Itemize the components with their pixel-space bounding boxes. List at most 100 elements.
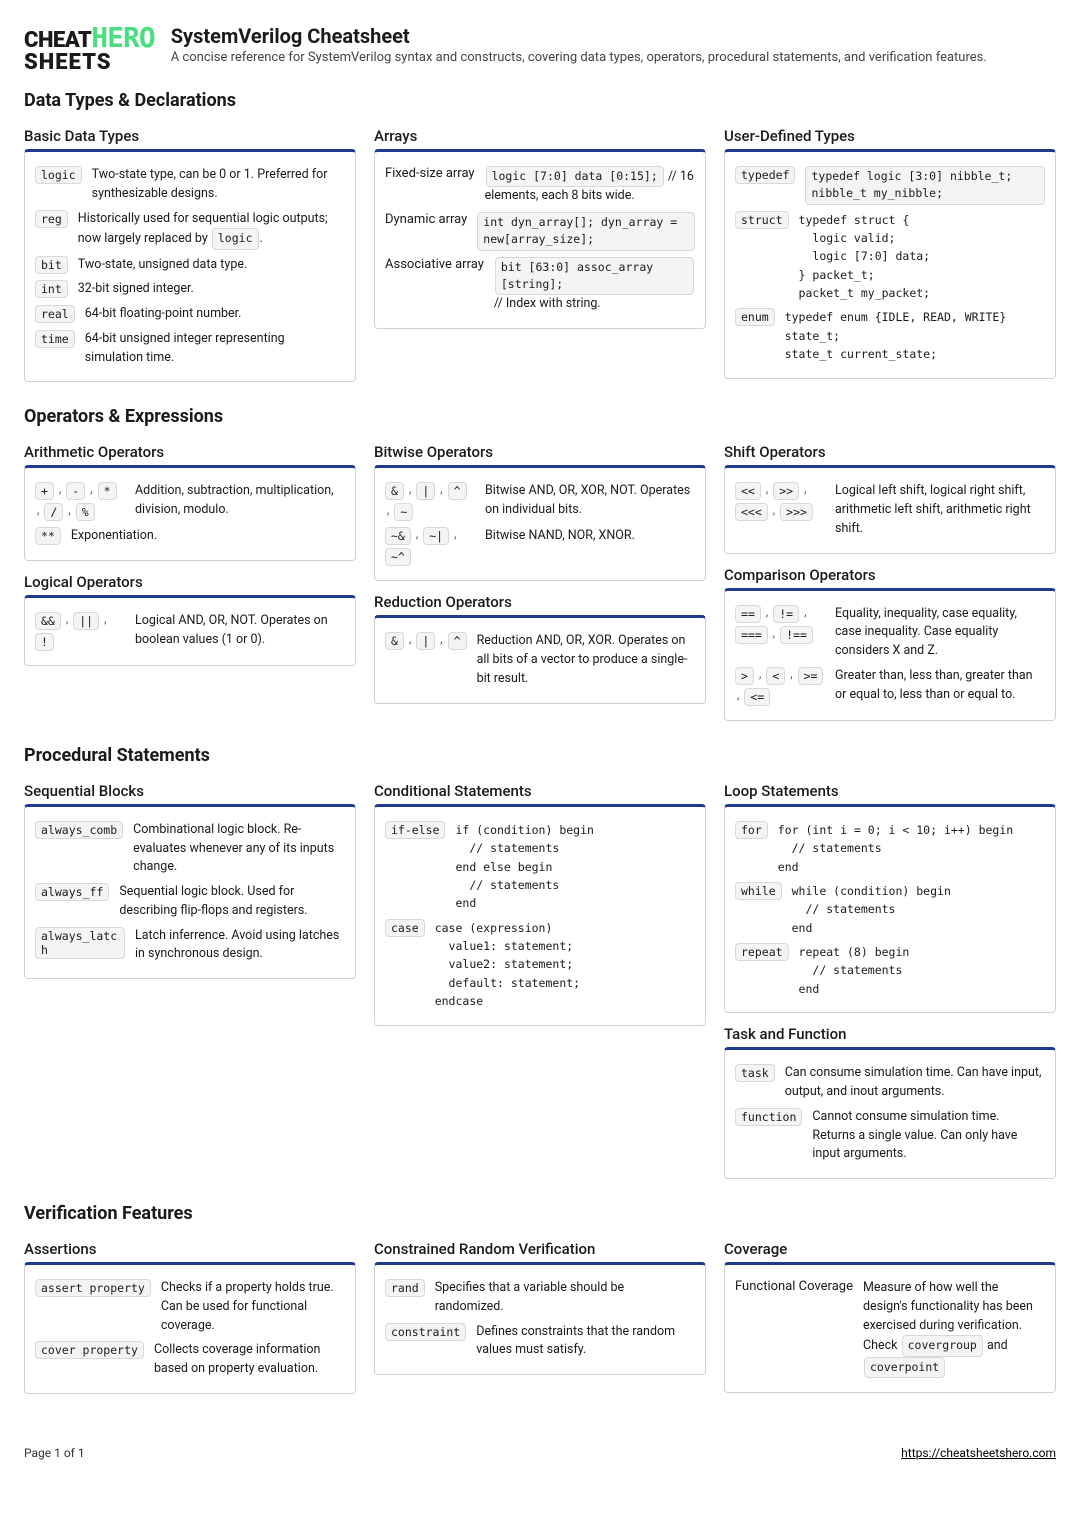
desc: Checks if a property holds true. Can be … bbox=[161, 1279, 345, 1335]
desc: Collects coverage information based on p… bbox=[154, 1341, 345, 1379]
key: case bbox=[385, 919, 425, 937]
desc: Logical AND, OR, NOT. Operates on boolea… bbox=[135, 612, 345, 650]
desc: Specifies that a variable should be rand… bbox=[435, 1279, 695, 1317]
key: >,<,>=,<= bbox=[735, 667, 825, 706]
card-title: Task and Function bbox=[724, 1025, 1056, 1043]
logo-sheets: SHEETS bbox=[24, 52, 155, 74]
key: always_latch bbox=[35, 927, 125, 959]
desc: Greater than, less than, greater than or… bbox=[835, 667, 1045, 705]
card-title: Comparison Operators bbox=[724, 566, 1056, 584]
key: constraint bbox=[385, 1323, 466, 1341]
logical-card: &&,||,! Logical AND, OR, NOT. Operates on… bbox=[24, 595, 356, 666]
desc: if (condition) begin // statements end e… bbox=[455, 821, 695, 913]
key: Associative array bbox=[385, 257, 484, 272]
key: if-else bbox=[385, 821, 445, 839]
page-number: Page 1 of 1 bbox=[24, 1446, 85, 1460]
key: enum bbox=[735, 308, 775, 326]
key: ** bbox=[35, 527, 61, 545]
desc: Equality, inequality, case equality, cas… bbox=[835, 605, 1045, 661]
desc: Historically used for sequential logic o… bbox=[78, 210, 345, 250]
desc: Addition, subtraction, multiplication, d… bbox=[135, 482, 345, 520]
card-title: Conditional Statements bbox=[374, 782, 706, 800]
key: ~&,~|,~^ bbox=[385, 527, 475, 566]
key: always_ff bbox=[35, 883, 109, 901]
key: cover property bbox=[35, 1341, 144, 1359]
key: repeat bbox=[735, 943, 789, 961]
desc: Two-state type, can be 0 or 1. Preferred… bbox=[92, 166, 345, 204]
key: typedef bbox=[735, 166, 795, 184]
cov-card: Functional Coverage Measure of how well t… bbox=[724, 1262, 1056, 1393]
footer-link[interactable]: https://cheatsheetshero.com bbox=[901, 1446, 1056, 1460]
basic-types-card: logic Two-state type, can be 0 or 1. Pref… bbox=[24, 149, 356, 382]
desc: repeat (8) begin // statements end bbox=[799, 943, 1045, 998]
key: task bbox=[735, 1064, 775, 1082]
desc: Bitwise NAND, NOR, XNOR. bbox=[485, 527, 695, 546]
desc: int dyn_array[]; dyn_array = new[array_s… bbox=[477, 212, 695, 251]
taskfn-card: task Can consume simulation time. Can hav… bbox=[724, 1047, 1056, 1179]
card-title: Sequential Blocks bbox=[24, 782, 356, 800]
card-title: User-Defined Types bbox=[724, 127, 1056, 145]
desc: typedef struct { logic valid; logic [7:0… bbox=[799, 211, 1045, 303]
desc: Can consume simulation time. Can have in… bbox=[785, 1064, 1045, 1102]
card-title: Constrained Random Verification bbox=[374, 1240, 706, 1258]
key: ==,!=,===,!== bbox=[735, 605, 825, 644]
cond-card: if-else if (condition) begin // statement… bbox=[374, 804, 706, 1026]
udt-card: typedeftypedef logic [3:0] nibble_t; nib… bbox=[724, 149, 1056, 379]
desc: Measure of how well the design's functio… bbox=[863, 1279, 1045, 1378]
card-title: Coverage bbox=[724, 1240, 1056, 1258]
key: logic bbox=[35, 166, 82, 184]
desc: while (condition) begin // statements en… bbox=[792, 882, 1045, 937]
section-title: Verification Features bbox=[24, 1203, 1056, 1224]
key: while bbox=[735, 882, 782, 900]
card-title: Shift Operators bbox=[724, 443, 1056, 461]
page-title: SystemVerilog Cheatsheet bbox=[171, 24, 1056, 48]
key: real bbox=[35, 305, 75, 323]
key: always_comb bbox=[35, 821, 123, 839]
arith-card: +,-,*,/,% Addition, subtraction, multipli… bbox=[24, 465, 356, 561]
page-header: CHEAT HERO SHEETS SystemVerilog Cheatshe… bbox=[24, 24, 1056, 74]
logo-hero: HERO bbox=[91, 24, 154, 52]
key: time bbox=[35, 330, 75, 348]
desc: 32-bit signed integer. bbox=[78, 280, 345, 299]
crv-card: rand Specifies that a variable should be … bbox=[374, 1262, 706, 1375]
desc: 64-bit unsigned integer representing sim… bbox=[85, 330, 345, 368]
key: <<,>>,<<<,>>> bbox=[735, 482, 825, 521]
card-title: Arrays bbox=[374, 127, 706, 145]
compare-card: ==,!=,===,!== Equality, inequality, case … bbox=[724, 588, 1056, 721]
key: rand bbox=[385, 1279, 425, 1297]
key: &&,||,! bbox=[35, 612, 125, 651]
desc: Two-state, unsigned data type. bbox=[78, 256, 345, 275]
card-title: Arithmetic Operators bbox=[24, 443, 356, 461]
arrays-card: Fixed-size array logic [7:0] data [0:15];… bbox=[374, 149, 706, 329]
desc: bit [63:0] assoc_array [string]; // Inde… bbox=[494, 257, 695, 314]
key: reg bbox=[35, 210, 68, 228]
desc: Bitwise AND, OR, XOR, NOT. Operates on i… bbox=[485, 482, 695, 520]
card-title: Bitwise Operators bbox=[374, 443, 706, 461]
card-title: Loop Statements bbox=[724, 782, 1056, 800]
page-subtitle: A concise reference for SystemVerilog sy… bbox=[171, 50, 1056, 65]
desc: typedef enum {IDLE, READ, WRITE} state_t… bbox=[785, 308, 1045, 363]
desc: Defines constraints that the random valu… bbox=[476, 1323, 695, 1361]
desc: Combinational logic block. Re-evaluates … bbox=[133, 821, 345, 877]
section-title: Procedural Statements bbox=[24, 745, 1056, 766]
desc: Cannot consume simulation time. Returns … bbox=[812, 1108, 1045, 1164]
bitwise-card: &,|,^,~Bitwise AND, OR, XOR, NOT. Operat… bbox=[374, 465, 706, 581]
key: &,|,^ bbox=[385, 632, 467, 650]
key: Dynamic array bbox=[385, 212, 467, 227]
key: Fixed-size array bbox=[385, 166, 475, 181]
key: struct bbox=[735, 211, 789, 229]
desc: logic [7:0] data [0:15]; // 16 elements,… bbox=[485, 166, 695, 206]
card-title: Logical Operators bbox=[24, 573, 356, 591]
key: Functional Coverage bbox=[735, 1279, 853, 1294]
key: int bbox=[35, 280, 68, 298]
desc: 64-bit floating-point number. bbox=[85, 305, 345, 324]
key: for bbox=[735, 821, 768, 839]
section-title: Operators & Expressions bbox=[24, 406, 1056, 427]
card-title: Basic Data Types bbox=[24, 127, 356, 145]
key: function bbox=[735, 1108, 802, 1126]
key: +,-,*,/,% bbox=[35, 482, 125, 521]
assert-card: assert property Checks if a property hold… bbox=[24, 1262, 356, 1394]
desc: Exponentiation. bbox=[71, 527, 345, 546]
key: assert property bbox=[35, 1279, 151, 1297]
card-title: Reduction Operators bbox=[374, 593, 706, 611]
